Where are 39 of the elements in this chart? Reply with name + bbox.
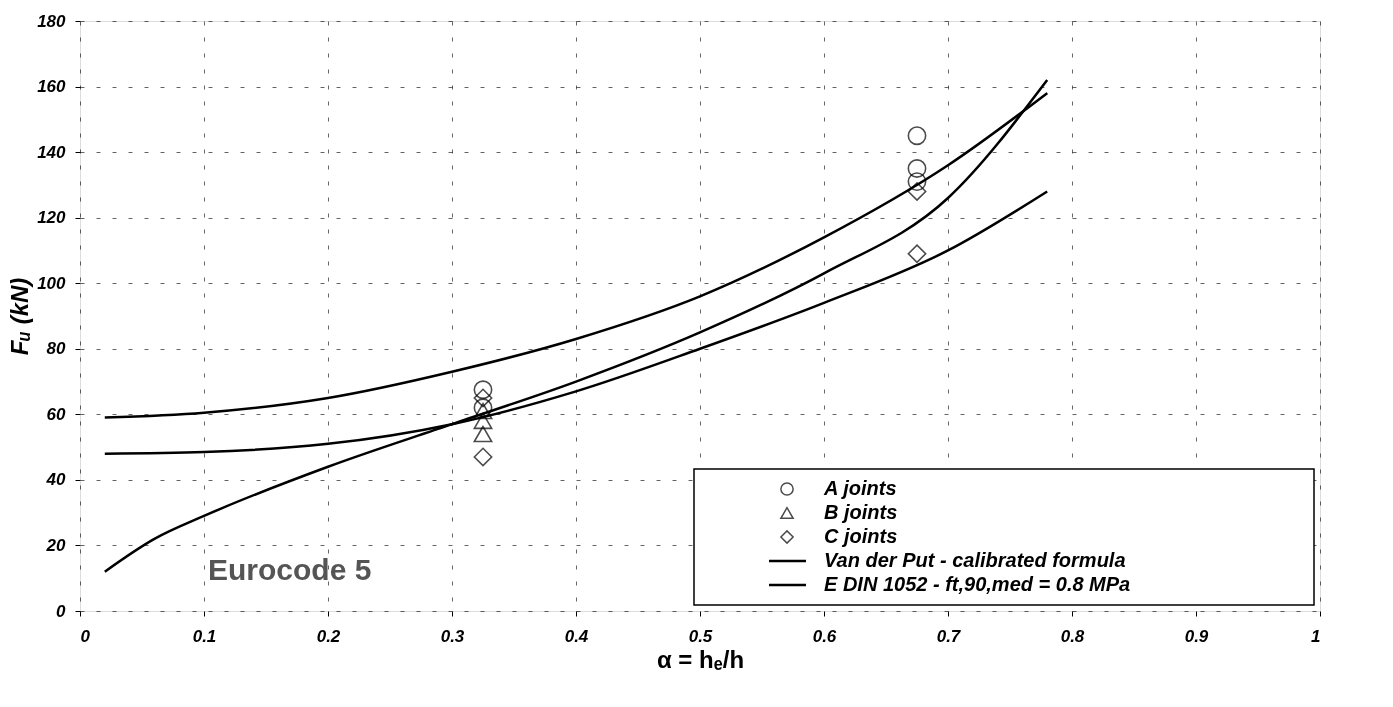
y-tick-label: 80 <box>46 339 67 359</box>
x-tick-label: 0.4 <box>564 626 589 646</box>
legend-label: B joints <box>824 501 898 523</box>
y-tick-label: 140 <box>37 142 67 162</box>
point <box>907 172 927 192</box>
point <box>473 412 493 430</box>
point <box>907 181 927 201</box>
legend-label: C joints <box>824 525 898 547</box>
y-tick-label: 60 <box>46 404 67 424</box>
annotation: Eurocode 5 <box>208 553 372 586</box>
y-tick-label: 120 <box>37 208 67 228</box>
point <box>907 126 927 146</box>
y-tick-label: 40 <box>45 470 67 490</box>
point <box>473 447 493 467</box>
y-tick-label: 160 <box>37 77 67 97</box>
legend-label: A joints <box>823 477 897 499</box>
y-tick-label: 0 <box>56 601 67 621</box>
x-tick-label: 0.8 <box>1060 626 1085 646</box>
point <box>473 425 493 443</box>
point <box>473 388 493 408</box>
x-tick-label: 0.6 <box>812 626 837 646</box>
x-tick-label: 0.2 <box>316 626 341 646</box>
x-tick-label: 0.3 <box>440 626 465 646</box>
point <box>907 244 927 264</box>
x-tick-label: 0.7 <box>936 626 962 646</box>
y-tick-label: 20 <box>45 535 67 555</box>
x-tick-label: 0.9 <box>1184 626 1209 646</box>
y-tick-label: 180 <box>37 11 67 31</box>
legend-label: E DIN 1052 - ft,90,med = 0.8 MPa <box>824 573 1131 595</box>
y-axis-title: Fᵤ (kN) <box>6 277 34 356</box>
legend-label: Van der Put - calibrated formula <box>824 549 1126 571</box>
x-tick-label: 0.1 <box>192 626 217 646</box>
point <box>473 380 493 400</box>
point <box>907 159 927 178</box>
x-tick-label: 0.5 <box>688 626 713 646</box>
x-axis-title: α = hₑ/h <box>656 645 745 673</box>
x-tick-label: 1 <box>1311 626 1321 646</box>
x-tick-label: 0 <box>80 626 91 646</box>
y-tick-label: 100 <box>37 273 67 293</box>
